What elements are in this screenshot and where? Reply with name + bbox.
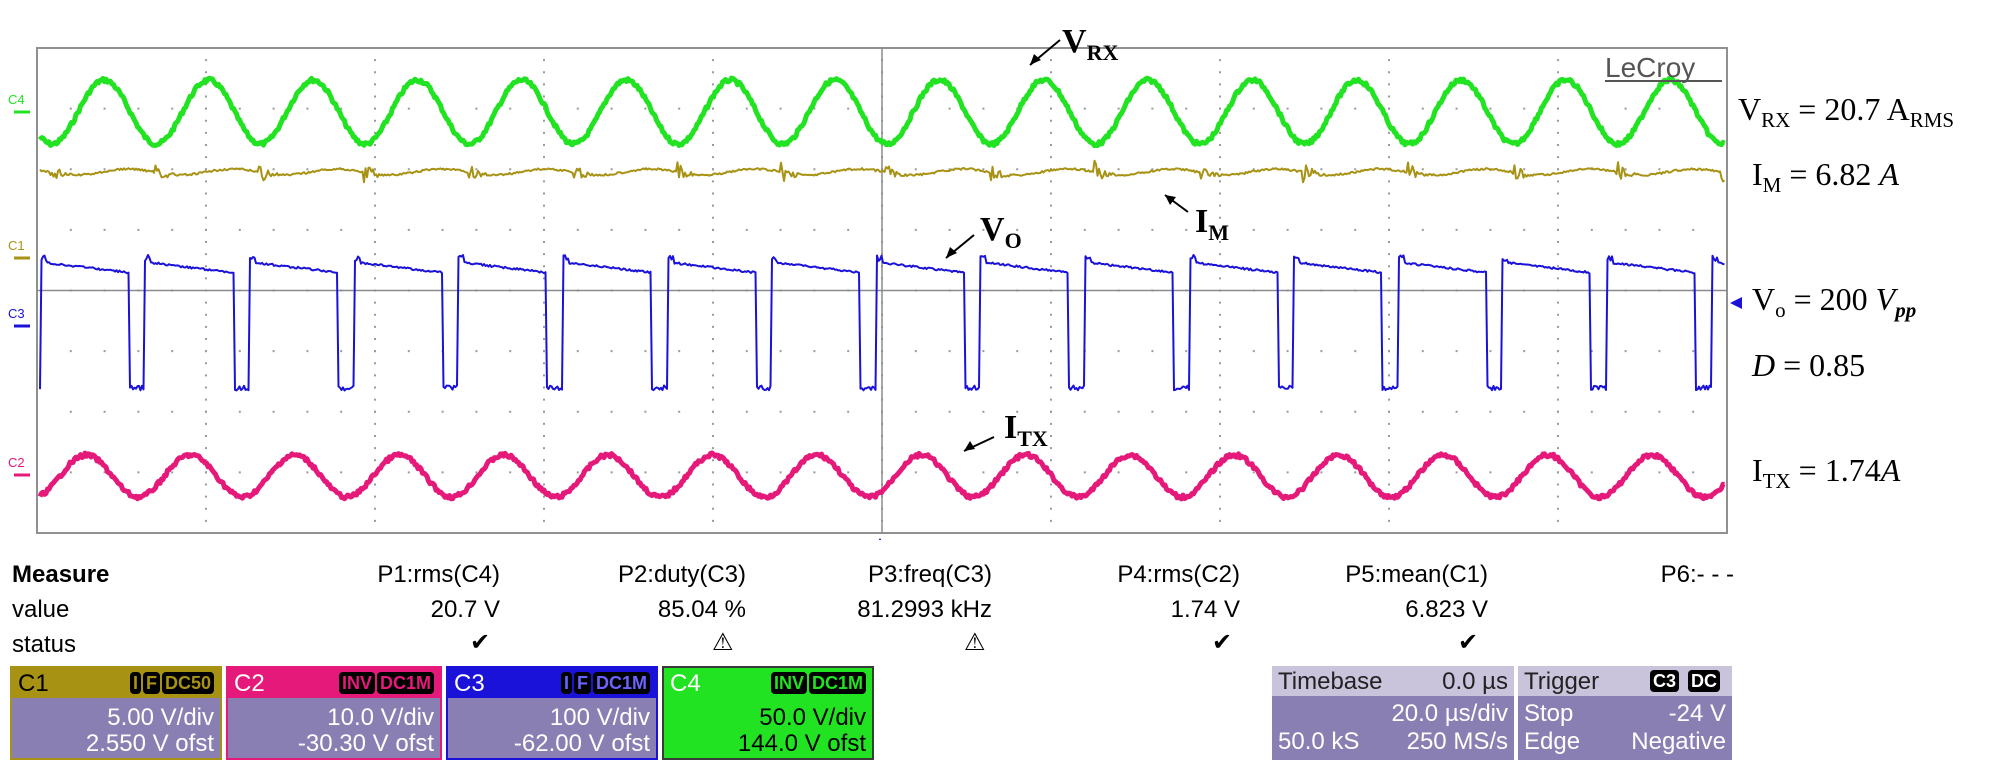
p1-name[interactable]: P1:rms(C4): [377, 561, 500, 588]
p5-status-check-icon: ✔: [1458, 629, 1479, 656]
c3-trace: [39, 254, 1725, 392]
measure-header: Measure: [12, 561, 110, 588]
annotation-itx: ITX: [963, 409, 1048, 452]
c1-trace: [39, 159, 1726, 184]
p2-status-warning-icon: ⚠: [712, 629, 734, 656]
c4-trace: [37, 75, 1726, 149]
c2-offset: -30.30 V ofst: [297, 730, 434, 757]
c3-tag-i: I: [560, 672, 572, 694]
trigger-level-marker: [1730, 297, 1742, 309]
c3-tag-dc1m: DC1M: [592, 672, 650, 694]
c3-descriptor[interactable]: C3 I F DC1M 100 V/div -62.00 V ofst: [446, 666, 658, 760]
c4-tag-inv: INV: [770, 672, 807, 694]
trigger-position-marker: [878, 538, 882, 540]
trigger-mode: Stop: [1524, 700, 1574, 727]
svg-text:IM: IM: [1195, 203, 1229, 245]
c4-tag-dc1m: DC1M: [808, 672, 866, 694]
c1-marker-label: C1: [8, 238, 25, 253]
c4-name: C4: [670, 670, 701, 697]
c1-offset: 2.550 V ofst: [85, 730, 214, 757]
annotation-vrx: VRX: [1029, 23, 1118, 66]
p1-value: 20.7 V: [430, 596, 500, 623]
c4-vdiv: 50.0 V/div: [759, 704, 866, 731]
p6-name[interactable]: P6:- - -: [1660, 561, 1734, 588]
trigger-panel[interactable]: Trigger C3 DC Stop -24 V Edge Negative: [1518, 666, 1732, 760]
trigger-label: Trigger: [1524, 668, 1600, 695]
svg-text:VO: VO: [980, 211, 1022, 253]
annotation-vo: VO: [945, 211, 1022, 259]
status-row-label: status: [12, 631, 77, 658]
svg-text:VRX: VRX: [1062, 23, 1118, 65]
value-row-label: value: [12, 596, 70, 623]
timebase-rate: 250 MS/s: [1406, 728, 1508, 755]
trigger-level: -24 V: [1668, 700, 1726, 727]
p1-status-check-icon: ✔: [470, 629, 491, 656]
c4-marker-label: C4: [8, 92, 25, 107]
p4-name[interactable]: P4:rms(C2): [1117, 561, 1240, 588]
c4-descriptor[interactable]: C4 INV DC1M 50.0 V/div 144.0 V ofst: [662, 666, 874, 760]
timebase-delay: 0.0 µs: [1442, 668, 1508, 695]
c2-tag-inv: INV: [338, 672, 375, 694]
c1-tag-i: I: [129, 672, 141, 694]
c4-offset: 144.0 V ofst: [737, 730, 866, 757]
waveform-display: LeCroy C4 C1 C3 C2 VRX IM VO: [8, 23, 1954, 540]
c3-vdiv: 100 V/div: [549, 704, 650, 731]
itx-value: ITX = 1.74A: [1752, 452, 1901, 493]
trigger-tag-coupling: DC: [1688, 670, 1720, 692]
duty-value: D = 0.85: [1751, 347, 1865, 383]
p4-status-check-icon: ✔: [1212, 629, 1233, 656]
svg-text:ITX: ITX: [1004, 409, 1048, 451]
p2-name[interactable]: P2:duty(C3): [617, 561, 746, 588]
vrx-value: VRX = 20.7 ARMS: [1738, 91, 1954, 132]
waveform-traces: [37, 75, 1726, 502]
c1-name: C1: [18, 670, 49, 697]
c2-descriptor[interactable]: C2 INV DC1M 10.0 V/div -30.30 V ofst: [226, 666, 442, 760]
p5-value: 6.823 V: [1405, 596, 1488, 623]
p5-name[interactable]: P5:mean(C1): [1345, 561, 1488, 588]
c3-name: C3: [454, 670, 485, 697]
timebase-panel[interactable]: Timebase 0.0 µs 20.0 µs/div 50.0 kS 250 …: [1272, 666, 1514, 760]
im-value: IM = 6.82 A: [1752, 156, 1899, 197]
timebase-samples: 50.0 kS: [1278, 728, 1360, 755]
c1-descriptor[interactable]: C1 I F DC50 5.00 V/div 2.550 V ofst: [10, 666, 222, 760]
c1-tag-f: F: [142, 672, 160, 694]
trigger-type: Edge: [1524, 728, 1581, 755]
p4-value: 1.74 V: [1170, 596, 1240, 623]
p3-name[interactable]: P3:freq(C3): [867, 561, 992, 588]
c3-offset: -62.00 V ofst: [513, 730, 650, 757]
brand-logo: LeCroy: [1605, 52, 1695, 83]
c3-marker-label: C3: [8, 306, 25, 321]
p2-value: 85.04 %: [657, 596, 746, 623]
p3-status-warning-icon: ⚠: [964, 629, 986, 656]
c2-trace: [37, 450, 1726, 502]
c1-tag-dc50: DC50: [161, 672, 214, 694]
vo-value: Vo = 200 Vpp: [1752, 281, 1916, 322]
p3-value: 81.2993 kHz: [857, 596, 992, 623]
annotation-im: IM: [1164, 194, 1229, 245]
c2-marker-label: C2: [8, 455, 25, 470]
c2-tag-dc1m: DC1M: [376, 672, 434, 694]
timebase-label: Timebase: [1278, 668, 1383, 695]
c2-name: C2: [234, 670, 265, 697]
trigger-slope: Negative: [1631, 728, 1726, 755]
c2-vdiv: 10.0 V/div: [327, 704, 434, 731]
c3-tag-f: F: [573, 672, 591, 694]
trigger-tag-source: C3: [1650, 670, 1680, 692]
graticule-grid: [37, 48, 1727, 533]
timebase-tdiv: 20.0 µs/div: [1391, 700, 1508, 727]
c1-vdiv: 5.00 V/div: [107, 704, 214, 731]
